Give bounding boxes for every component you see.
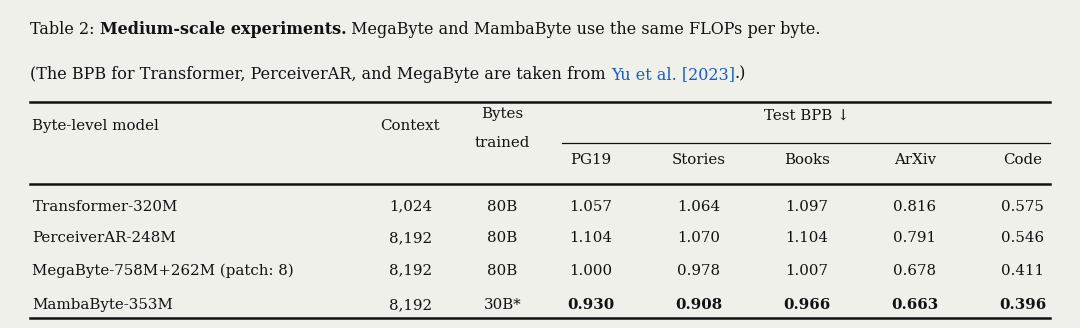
Text: ArXiv: ArXiv — [893, 153, 936, 167]
Text: 0.908: 0.908 — [675, 298, 723, 312]
Text: 0.791: 0.791 — [893, 231, 936, 245]
Text: 80B: 80B — [487, 200, 517, 214]
Text: Context: Context — [380, 119, 441, 133]
Text: 0.978: 0.978 — [677, 264, 720, 277]
Text: 8,192: 8,192 — [389, 298, 432, 312]
Text: 0.546: 0.546 — [1001, 231, 1044, 245]
Text: 0.930: 0.930 — [567, 298, 615, 312]
Text: Test BPB ↓: Test BPB ↓ — [765, 108, 850, 122]
Text: Transformer-320M: Transformer-320M — [32, 200, 178, 214]
Text: Table 2:: Table 2: — [30, 21, 99, 38]
Text: 80B: 80B — [487, 231, 517, 245]
Text: Medium-scale experiments.: Medium-scale experiments. — [99, 21, 347, 38]
Text: 1.104: 1.104 — [785, 231, 828, 245]
Text: MambaByte-353M: MambaByte-353M — [32, 298, 173, 312]
Text: .): .) — [735, 66, 746, 83]
Text: 8,192: 8,192 — [389, 231, 432, 245]
Text: MegaByte-758M+262M (patch: 8): MegaByte-758M+262M (patch: 8) — [32, 263, 294, 278]
Text: (The BPB for Transformer, PerceiverAR, and MegaByte are taken from: (The BPB for Transformer, PerceiverAR, a… — [30, 66, 611, 83]
Text: 1.057: 1.057 — [569, 200, 612, 214]
Text: 0.411: 0.411 — [1001, 264, 1044, 277]
Text: 0.663: 0.663 — [891, 298, 939, 312]
Text: PG19: PG19 — [570, 153, 611, 167]
Text: 30B*: 30B* — [484, 298, 521, 312]
Text: 80B: 80B — [487, 264, 517, 277]
Text: 0.816: 0.816 — [893, 200, 936, 214]
Text: 1.104: 1.104 — [569, 231, 612, 245]
Text: 1.007: 1.007 — [785, 264, 828, 277]
Text: 1.097: 1.097 — [785, 200, 828, 214]
Text: 1.070: 1.070 — [677, 231, 720, 245]
Text: 0.396: 0.396 — [999, 298, 1047, 312]
Text: 0.575: 0.575 — [1001, 200, 1044, 214]
Text: 1,024: 1,024 — [389, 200, 432, 214]
Text: Code: Code — [1003, 153, 1042, 167]
Text: 1.000: 1.000 — [569, 264, 612, 277]
Text: Stories: Stories — [672, 153, 726, 167]
Text: 8,192: 8,192 — [389, 264, 432, 277]
Text: 0.678: 0.678 — [893, 264, 936, 277]
Text: Bytes: Bytes — [481, 107, 524, 121]
Text: 1.064: 1.064 — [677, 200, 720, 214]
Text: Yu et al. [2023]: Yu et al. [2023] — [611, 66, 735, 83]
Text: trained: trained — [474, 136, 530, 150]
Text: MegaByte and MambaByte use the same FLOPs per byte.: MegaByte and MambaByte use the same FLOP… — [347, 21, 821, 38]
Text: PerceiverAR-248M: PerceiverAR-248M — [32, 231, 176, 245]
Text: Byte-level model: Byte-level model — [32, 119, 159, 133]
Text: Books: Books — [784, 153, 829, 167]
Text: 0.966: 0.966 — [783, 298, 831, 312]
